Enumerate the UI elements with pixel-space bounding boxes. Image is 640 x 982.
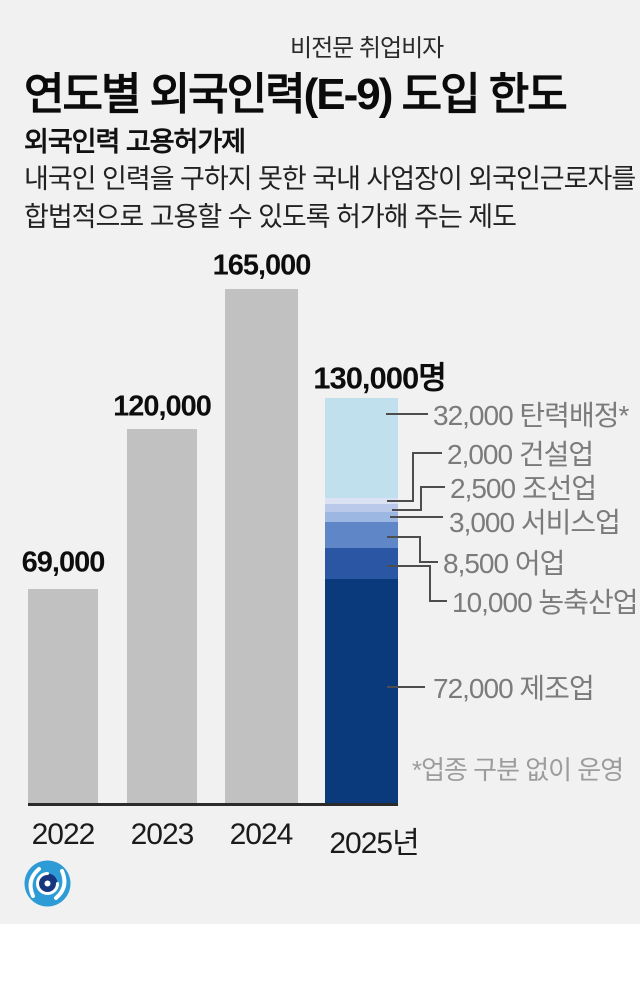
bar-segment-어업 [325, 521, 398, 549]
bar-segment-서비스업 [325, 512, 398, 522]
axis-label-2022: 2022 [31, 818, 96, 851]
callout-line-조선업 [392, 486, 445, 511]
description-line-1: 내국인 인력을 구하지 못한 국내 사업장이 외국인근로자를 [24, 164, 636, 194]
page-title: 연도별 외국인력(E-9) 도입 한도 [24, 70, 568, 119]
segment-label-건설업: 2,000 건설업 [447, 439, 594, 470]
credit-strip: 원형민 기자 20241220 [0, 924, 640, 982]
bar-segment-조선업 [325, 504, 398, 513]
bar-2022 [28, 588, 98, 804]
bar-2024 [225, 289, 298, 804]
segment-label-어업: 8,500 어업 [443, 548, 565, 579]
chart-footnote: *업종 구분 없이 운영 [412, 755, 624, 785]
bar-value-label-2024: 165,000 [212, 249, 312, 282]
bar-value-label-2022: 69,000 [21, 546, 106, 579]
bar-segment-제조업 [325, 579, 398, 804]
axis-label-2025년: 2025년 [329, 827, 419, 860]
axis-label-2023: 2023 [130, 818, 195, 851]
segment-label-탄력배정*: 32,000 탄력배정* [433, 400, 629, 431]
bar-segment-농축산업 [325, 548, 398, 580]
x-axis-line [28, 803, 398, 806]
bar-value-label-2025년: 130,000명 [313, 360, 447, 396]
axis-label-2024: 2024 [229, 818, 294, 851]
segment-label-농축산업: 10,000 농축산업 [452, 587, 638, 618]
segment-label-제조업: 72,000 제조업 [433, 673, 595, 704]
brand-row: 연합뉴스 자료: 고용노동부 [0, 858, 640, 910]
chart-subtitle: 외국인력 고용허가제 [24, 127, 246, 157]
kicker-label: 비전문 취업비자 [290, 35, 444, 62]
chart-description: 내국인 인력을 구하지 못한 국내 사업장이 외국인근로자를 합법적으로 고용할… [24, 160, 636, 236]
bar-segment-탄력배정* [325, 398, 398, 499]
bar-segment-건설업 [325, 498, 398, 505]
description-line-2: 합법적으로 고용할 수 있도록 허가해 주는 제도 [24, 202, 517, 232]
bar-2023 [127, 429, 197, 804]
yonhap-logo-icon [24, 860, 71, 907]
segment-label-조선업: 2,500 조선업 [450, 473, 597, 504]
bar-value-label-2023: 120,000 [113, 390, 212, 423]
segment-label-서비스업: 3,000 서비스업 [449, 507, 621, 538]
